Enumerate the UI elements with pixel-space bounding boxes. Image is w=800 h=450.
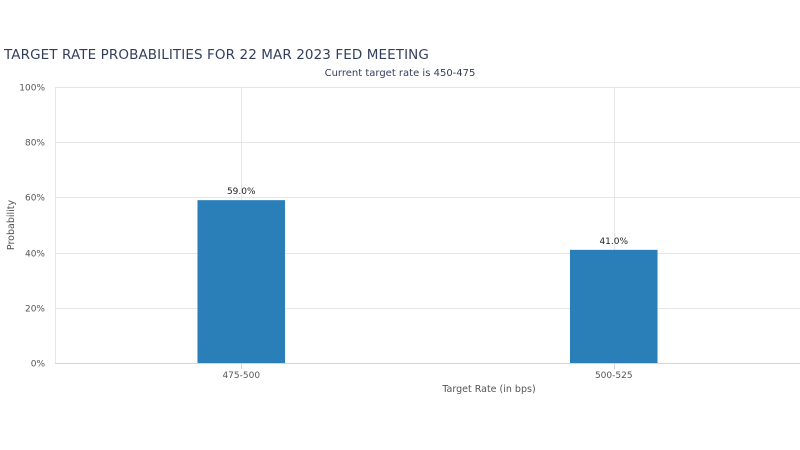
y-tick-label: 100% bbox=[19, 84, 45, 94]
data-label: 59.0% bbox=[227, 187, 256, 197]
chart-title: TARGET RATE PROBABILITIES FOR 22 MAR 202… bbox=[4, 47, 429, 63]
bar-500-525[interactable] bbox=[569, 249, 658, 363]
y-tick-label: 80% bbox=[25, 139, 45, 149]
grid-lines bbox=[55, 87, 800, 364]
y-axis-ticks: 0% 20% 40% 60% 80% 100% bbox=[19, 84, 45, 370]
data-labels: 59.0% 41.0% bbox=[227, 187, 629, 247]
y-tick-label: 0% bbox=[31, 360, 46, 370]
data-label: 41.0% bbox=[599, 237, 628, 247]
bar-475-500[interactable] bbox=[197, 200, 286, 363]
x-tick-label: 475-500 bbox=[222, 371, 260, 381]
x-tick-label: 500-525 bbox=[595, 371, 633, 381]
y-tick-label: 60% bbox=[25, 194, 45, 204]
x-axis-ticks: 475-500 500-525 bbox=[222, 363, 633, 381]
y-tick-label: 40% bbox=[25, 250, 45, 260]
y-axis-title: Probability bbox=[6, 200, 17, 251]
y-tick-label: 20% bbox=[25, 305, 45, 315]
bars bbox=[197, 200, 658, 363]
chart-subtitle: Current target rate is 450-475 bbox=[324, 68, 476, 79]
x-axis-title: Target Rate (in bps) bbox=[441, 384, 535, 395]
